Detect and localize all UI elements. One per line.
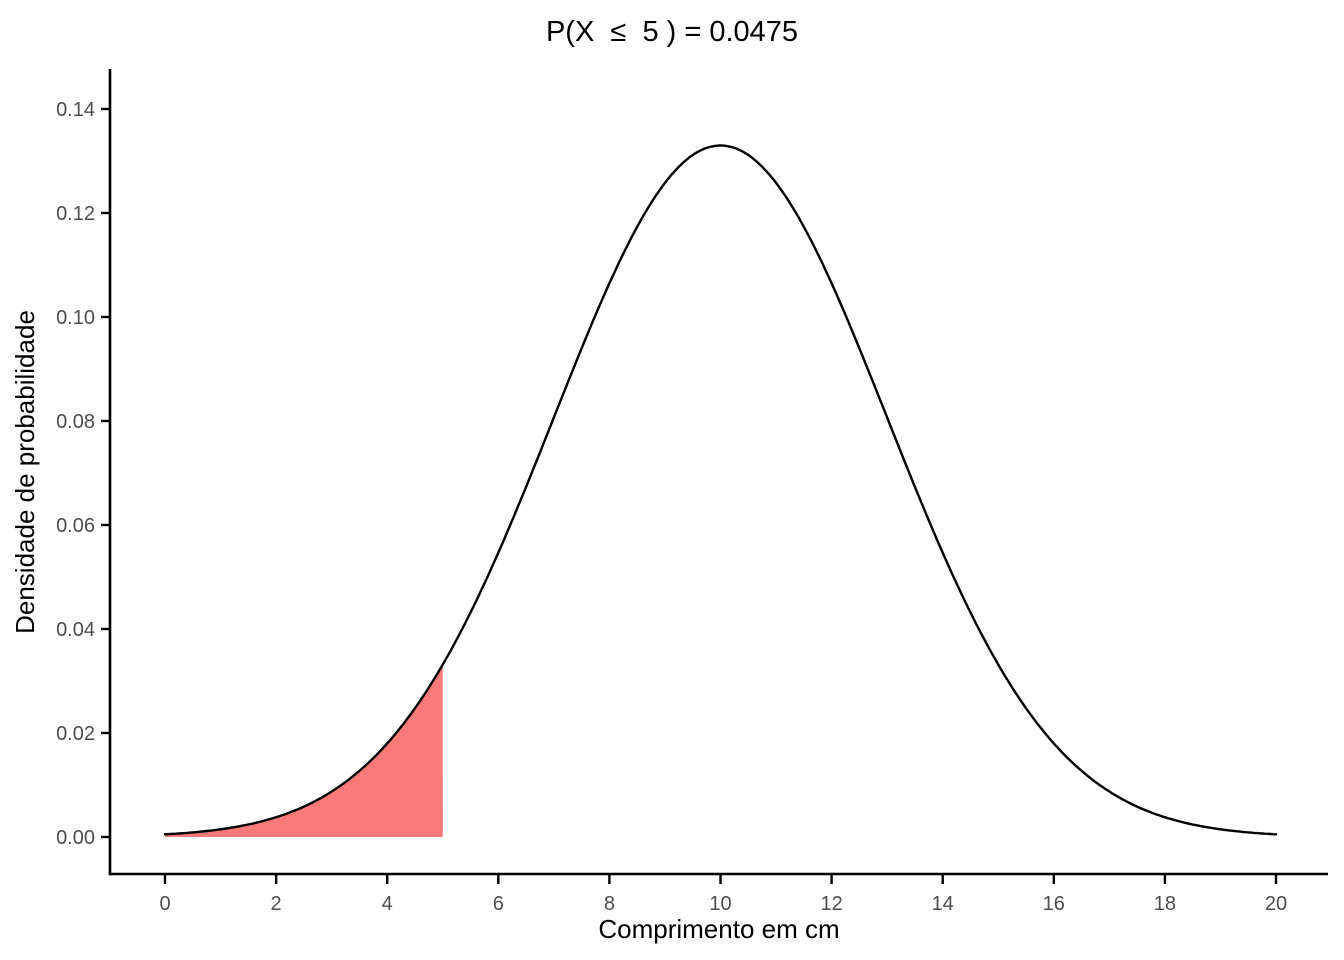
y-axis-title: Densidade de probabilidade (10, 310, 40, 634)
x-tick-label: 4 (382, 893, 393, 915)
x-tick-label: 16 (1043, 893, 1065, 915)
tick-layer (101, 107, 1278, 884)
x-tick-label: 8 (604, 893, 615, 915)
y-tick-label: 0.10 (56, 307, 95, 329)
y-tick-label: 0.12 (56, 203, 95, 225)
shaded-area (165, 664, 443, 837)
y-tick-label: 0.14 (56, 99, 95, 121)
x-tick-label: 14 (932, 893, 954, 915)
density-curve-layer (163, 144, 1278, 836)
tick-label-layer: 0 2 4 6 8 10 12 14 16 18 20 0.00 0.02 0.04 0.06 0.08 0.1… (56, 99, 1287, 915)
y-tick-label: 0.00 (56, 827, 95, 849)
y-tick-label: 0.02 (56, 723, 95, 745)
x-tick-label: 20 (1265, 893, 1287, 915)
x-tick-label: 6 (493, 893, 504, 915)
y-tick-label: 0.04 (56, 619, 95, 641)
x-axis-title: Comprimento em cm (598, 914, 839, 944)
x-tick-label: 12 (820, 893, 842, 915)
density-curve (163, 144, 1278, 836)
y-tick-label: 0.06 (56, 515, 95, 537)
axis-layer (108, 69, 1328, 876)
x-tick-label: 2 (271, 893, 282, 915)
x-tick-label: 0 (159, 893, 170, 915)
x-tick-label: 18 (1154, 893, 1176, 915)
chart-title: P(X ≤ 5 ) = 0.0475 (546, 16, 798, 48)
x-tick-label: 10 (709, 893, 731, 915)
shaded-area-layer (165, 664, 443, 837)
y-tick-label: 0.08 (56, 411, 95, 433)
